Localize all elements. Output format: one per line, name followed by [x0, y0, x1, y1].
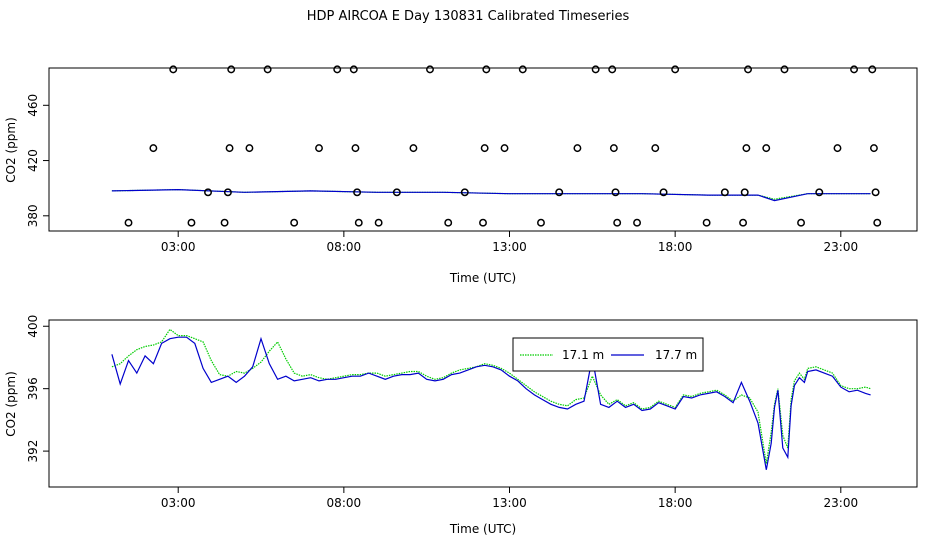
bottom-x-axis-label: Time (UTC)	[449, 522, 516, 536]
top-x-axis: 03:00 08:00 13:00 18:00 23:00	[161, 231, 858, 254]
y-tick-label: 460	[26, 94, 40, 117]
bottom-panel: 03:00 08:00 13:00 18:00 23:00 392 396 400 Time…	[4, 315, 918, 536]
calibration-point	[225, 144, 234, 153]
bottom-y-axis: 392 396 400	[26, 315, 49, 463]
calibration-point	[392, 188, 401, 197]
calibration-point	[500, 144, 509, 153]
calibration-point	[353, 188, 362, 197]
calibration-point	[149, 144, 158, 153]
legend: 17.1 m 17.7 m	[512, 337, 704, 372]
calibration-point	[671, 65, 680, 74]
calibration-point	[480, 144, 489, 153]
top-x-axis-label: Time (UTC)	[449, 271, 516, 285]
calibration-point	[702, 218, 711, 227]
calibration-point	[613, 218, 622, 227]
calibration-point	[873, 218, 882, 227]
calibration-point	[591, 65, 600, 74]
chart-title: HDP AIRCOA E Day 130831 Calibrated Times…	[306, 9, 630, 24]
calibration-point	[479, 218, 487, 227]
calibration-point	[245, 144, 254, 153]
calibration-point	[204, 188, 212, 197]
calibration-point	[518, 65, 527, 74]
y-tick-label: 396	[26, 377, 40, 400]
top-y-axis: 380 420 460	[26, 94, 49, 227]
calibration-point	[223, 188, 232, 197]
x-tick-label: 03:00	[161, 240, 196, 254]
calibration-point	[169, 65, 178, 74]
y-tick-label: 380	[26, 204, 40, 227]
calibration-point	[740, 188, 749, 197]
calibration-point	[263, 65, 272, 74]
calibration-point	[537, 218, 545, 227]
calibration-point	[780, 65, 789, 74]
calibration-point	[220, 218, 229, 227]
calibration-point	[482, 65, 491, 74]
calibration-point	[815, 188, 824, 197]
top-y-axis-label: CO2 (ppm)	[4, 117, 18, 183]
bottom-plot-frame	[48, 319, 918, 488]
top-panel: 03:00 08:00 13:00 18:00 23:00 380 420 460 Time…	[4, 65, 918, 285]
calibration-point	[633, 218, 642, 227]
x-tick-label: 23:00	[824, 496, 859, 510]
calibration-point	[868, 65, 877, 74]
calibration-point	[833, 144, 842, 153]
x-tick-label: 08:00	[327, 240, 362, 254]
top-calibration-points	[124, 65, 882, 227]
calibration-point	[349, 65, 358, 74]
x-tick-label: 13:00	[492, 240, 527, 254]
y-tick-label: 420	[26, 149, 40, 172]
calibration-point	[227, 65, 236, 74]
legend-label-17-1m: 17.1 m	[562, 348, 604, 362]
x-tick-label: 23:00	[824, 240, 859, 254]
calibration-point	[573, 144, 582, 153]
calibration-point	[290, 218, 299, 227]
calibration-point	[850, 65, 859, 74]
x-tick-label: 08:00	[327, 496, 362, 510]
calibration-point	[869, 144, 878, 153]
bottom-y-axis-label: CO2 (ppm)	[4, 371, 18, 437]
series-line-17-7-m	[111, 336, 871, 470]
x-tick-label: 18:00	[658, 240, 693, 254]
calibration-point	[187, 218, 196, 227]
y-tick-label: 392	[26, 440, 40, 463]
calibration-point	[315, 144, 323, 153]
calibration-point	[871, 188, 880, 197]
calibration-point	[651, 144, 660, 153]
calibration-point	[797, 218, 805, 227]
calibration-point	[124, 218, 133, 227]
bottom-x-axis: 03:00 08:00 13:00 18:00 23:00	[161, 487, 858, 510]
bottom-series-lines	[111, 328, 871, 470]
series-line-17-7-m	[111, 188, 871, 202]
calibration-point	[611, 188, 620, 197]
x-tick-label: 13:00	[492, 496, 527, 510]
calibration-point	[374, 218, 383, 227]
calibration-point	[555, 188, 564, 197]
calibration-point	[739, 218, 748, 227]
legend-label-17-7m: 17.7 m	[655, 348, 697, 362]
calibration-point	[426, 65, 434, 74]
x-tick-label: 18:00	[658, 496, 693, 510]
calibration-point	[762, 144, 771, 153]
calibration-point	[744, 65, 752, 74]
calibration-point	[720, 188, 729, 197]
x-tick-label: 03:00	[161, 496, 196, 510]
calibration-point	[460, 188, 469, 197]
calibration-point	[409, 144, 418, 153]
calibration-point	[742, 144, 751, 153]
calibration-point	[609, 144, 618, 153]
legend-box	[512, 337, 704, 372]
calibration-point	[608, 65, 617, 74]
top-series-lines	[111, 188, 871, 202]
series-line-17-1-m	[111, 328, 871, 464]
calibration-point	[351, 144, 360, 153]
calibration-point	[333, 65, 342, 74]
calibration-point	[659, 188, 668, 197]
calibration-point	[354, 218, 363, 227]
calibration-point	[444, 218, 453, 227]
y-tick-label: 400	[26, 315, 40, 338]
top-plot-frame	[48, 67, 918, 232]
